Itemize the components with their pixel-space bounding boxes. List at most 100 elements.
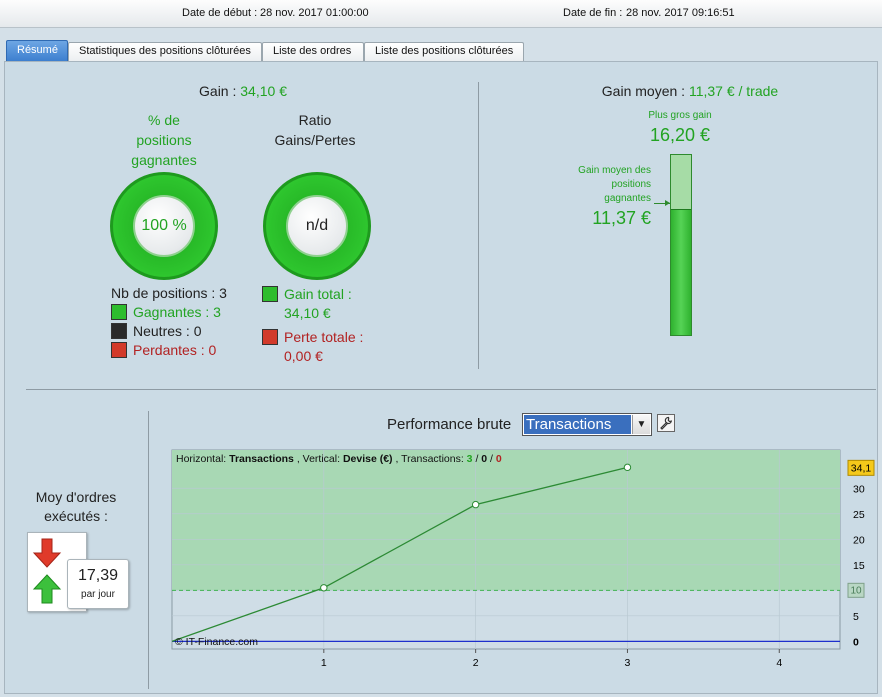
total-gain-swatch: [262, 286, 278, 302]
chart-y-tick-label: 15: [853, 560, 865, 572]
avg-win-label-line3: gagnantes: [604, 193, 651, 204]
avg-gain-bar: [670, 154, 692, 336]
header-bar: Date de début : 28 nov. 2017 01:00:00 Da…: [0, 0, 882, 28]
performance-select[interactable]: Transactions ▼: [522, 413, 652, 436]
winners-text: Gagnantes : 3: [133, 304, 221, 320]
orders-title: Moy d'ordres exécutés :: [15, 488, 137, 526]
avg-gain-value: 11,37 € / trade: [688, 83, 779, 99]
win-pct-gauge: 100 %: [110, 172, 218, 280]
wrench-icon[interactable]: [657, 414, 675, 432]
win-pct-title-line3: gagnantes: [131, 152, 197, 168]
gain-label: Gain :: [199, 83, 237, 99]
avg-pointer-line: [654, 203, 670, 204]
orders-title-line2: exécutés :: [44, 508, 108, 524]
chart-info-horizontal: Transactions: [229, 453, 294, 465]
winners-row: Gagnantes : 3: [111, 304, 221, 320]
section-divider: [478, 82, 479, 369]
chart-x-tick-label: 2: [473, 657, 479, 669]
winners-swatch: [111, 304, 127, 320]
ratio-title-line2: Gains/Pertes: [274, 132, 356, 148]
chart-info-transactions-label: , Transactions:: [395, 453, 463, 465]
losers-swatch: [111, 342, 127, 358]
avg-win-label-line1: Gain moyen des: [578, 165, 651, 176]
nb-positions: Nb de positions : 3: [111, 285, 227, 301]
performance-label: Performance brute: [387, 416, 512, 433]
avg-win-value: 11,37 €: [592, 208, 651, 228]
chart-y-tick-label: 20: [853, 534, 865, 546]
orders-unit: par jour: [81, 589, 115, 600]
chart-copyright: © IT-Finance.com: [175, 636, 258, 648]
chart-points: [320, 463, 632, 592]
total-gain-label: Gain total :: [284, 286, 352, 302]
ratio-value: n/d: [305, 217, 329, 234]
neutrals-swatch: [111, 323, 127, 339]
ratio-title: Ratio Gains/Pertes: [253, 110, 377, 150]
summary-panel: Gain : 34,10 € % de positions gagnantes …: [4, 61, 878, 694]
losers-text: Perdantes : 0: [133, 342, 217, 358]
gain-summary: Gain : 34,10 €: [5, 83, 481, 99]
avg-gain-bar-fill: [671, 209, 691, 335]
chart-above-average-area: [172, 450, 840, 591]
tab-closed-positions[interactable]: Liste des positions clôturées: [364, 42, 524, 61]
total-gain-value: 34,10 €: [284, 305, 331, 321]
chart-y-ticks: 0 5 10 15 20 25 30: [853, 483, 865, 648]
chart-y-tick-label: 30: [853, 483, 865, 495]
neutrals-row: Neutres : 0: [111, 323, 201, 339]
max-gain-label: Plus gros gain: [648, 110, 712, 121]
chart-data-point: [471, 500, 480, 509]
win-pct-title-line2: positions: [136, 132, 192, 148]
win-pct-gauge-center: [133, 195, 195, 257]
win-pct-title-line1: % de: [148, 112, 180, 128]
chart-average-label: 10: [850, 585, 862, 596]
chart-info: Horizontal: Transactions , Vertical: Dev…: [176, 453, 502, 465]
lower-vertical-divider: [148, 411, 149, 689]
chart-info-prefix: Horizontal:: [176, 453, 226, 465]
avg-gain: Gain moyen : 11,37 € / trade: [525, 83, 855, 99]
neutrals-text: Neutres : 0: [133, 323, 202, 339]
avg-win-label-line2: positions: [611, 179, 651, 190]
tab-orders-list[interactable]: Liste des ordres: [262, 42, 364, 61]
ratio-gauge-center: [286, 195, 348, 257]
total-loss-swatch: [262, 329, 278, 345]
chart-x-tick-label: 4: [776, 657, 782, 669]
avg-win-label: Gain moyen des positions gagnantes: [545, 164, 651, 206]
avg-pointer-arrow-icon: [665, 200, 670, 206]
ratio-gauge: n/d: [263, 172, 371, 280]
chart-data-point: [623, 463, 632, 472]
ratio-title-line1: Ratio: [298, 112, 332, 128]
orders-count-card: 17,39 par jour: [67, 559, 129, 609]
max-gain-value: 16,20 €: [649, 125, 711, 145]
tab-closed-stats[interactable]: Statistiques des positions clôturées: [68, 42, 262, 61]
chart-y-tick-label: 5: [853, 611, 859, 623]
chart-info-loss: 0: [496, 453, 502, 465]
avg-gain-label: Gain moyen :: [601, 83, 686, 99]
total-gain: Gain total : 34,10 €: [262, 285, 352, 323]
chart-x-tick-label: 3: [625, 657, 631, 669]
win-pct-value: 100 %: [141, 217, 187, 234]
start-date-value: 28 nov. 2017 01:00:00: [260, 7, 369, 19]
total-loss: Perte totale : 0,00 €: [262, 328, 363, 366]
win-pct-title: % de positions gagnantes: [101, 110, 227, 170]
tab-resume[interactable]: Résumé: [6, 40, 68, 61]
chart-info-vertical: Devise (€): [343, 453, 393, 465]
gain-value: 34,10 €: [240, 83, 287, 99]
chart-series-line: [171, 466, 628, 642]
chart-x-ticks: 1 2 3 4: [321, 649, 782, 669]
total-loss-value: 0,00 €: [284, 348, 323, 364]
chart-y-tick-label: 25: [853, 509, 865, 521]
chevron-down-icon[interactable]: ▼: [632, 415, 650, 434]
start-date-label: Date de début :: [182, 7, 258, 19]
chart-data-point: [320, 584, 328, 592]
end-date-value: 28 nov. 2017 09:16:51: [626, 7, 735, 19]
chart-y-tick-label: 0: [853, 636, 859, 648]
chart-info-total: 3: [467, 453, 473, 465]
chart-info-vertical-label: , Vertical:: [297, 453, 340, 465]
orders-value: 17,39: [77, 567, 119, 584]
chart-current-value-badge: 34,1: [847, 459, 875, 476]
losers-row: Perdantes : 0: [111, 342, 216, 358]
chart-current-value-label: 34,1: [851, 462, 872, 474]
chart-average-badge: 10: [847, 582, 865, 598]
chart-x-tick-label: 1: [321, 657, 327, 669]
performance-selected: Transactions: [524, 415, 631, 434]
